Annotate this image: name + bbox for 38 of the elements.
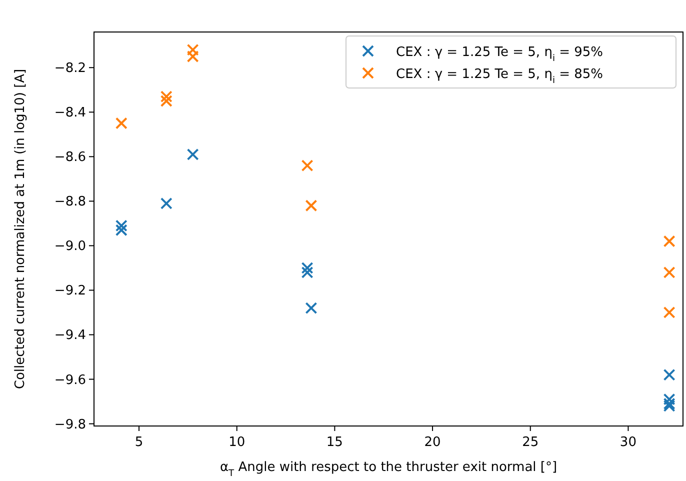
y-tick-label: −9.0 [54, 239, 86, 254]
point [160, 197, 172, 210]
y-axis-title: Collected current normalized at 1m (in log10) [A] [13, 68, 28, 390]
point [186, 148, 199, 160]
point [305, 200, 318, 212]
point [301, 160, 314, 172]
y-tick-label: −8.8 [54, 194, 86, 210]
y-tick-label: −8.2 [54, 61, 86, 76]
y-tick-label: −9.8 [54, 417, 86, 432]
y-tick-label: −8.6 [54, 150, 86, 166]
x-tick-label: 15 [326, 435, 343, 450]
point [663, 235, 676, 248]
point [663, 266, 676, 278]
x-tick-label: 20 [424, 435, 441, 450]
legend-label: CEX : γ = 1.25 Te = 5, η$_{i}$ = 85% [396, 67, 604, 86]
y-tick-label: −9.2 [54, 284, 86, 299]
point [115, 220, 128, 232]
y-tick-label: −9.6 [54, 372, 86, 388]
point [305, 302, 318, 314]
point [663, 306, 676, 318]
x-axis-title: α$_{T}$ Angle with respect to the thruster exit normal [°] [220, 460, 558, 479]
point [663, 368, 676, 381]
y-tick-label: −8.4 [54, 106, 86, 121]
point [115, 117, 128, 130]
point [301, 262, 314, 274]
x-tick-label: 30 [620, 435, 636, 450]
point [160, 90, 172, 103]
x-tick-label: 5 [134, 435, 144, 450]
point [186, 50, 199, 62]
y-tick-label: −9.4 [54, 328, 86, 344]
point [160, 95, 172, 108]
x-tick-label: 25 [522, 435, 539, 450]
point [186, 44, 199, 56]
legend-label: CEX : γ = 1.25 Te = 5, η$_{i}$ = 95% [396, 45, 604, 64]
point [663, 393, 676, 406]
x-tick-label: 10 [228, 435, 246, 450]
point [115, 224, 128, 236]
point [301, 266, 314, 278]
